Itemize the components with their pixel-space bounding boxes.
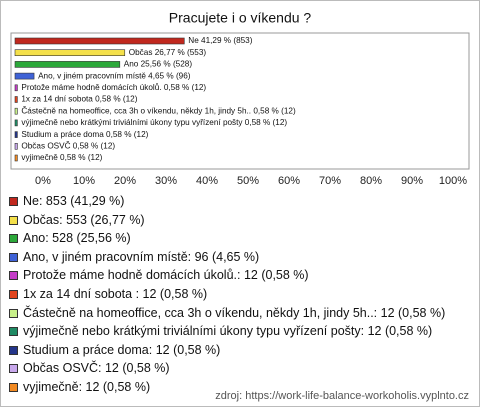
bar [14, 37, 185, 45]
legend-label: Občas: 553 (26,77 %) [23, 212, 145, 227]
bar [14, 61, 121, 68]
legend-item: Ano, v jiném pracovním místě: 96 (4,65 %… [9, 249, 471, 265]
legend-swatch [9, 271, 18, 281]
legend-swatch [9, 197, 18, 206]
bar [14, 49, 126, 57]
chart: Pracujete i o víkendu ? 0% 10% 20% 30% 40% 50… [10, 10, 470, 187]
value-label: Ano 25,56 % (528) [124, 60, 193, 69]
bar [14, 107, 18, 115]
legend-swatch [9, 215, 18, 225]
value-label: Studium a práce doma 0,58 % (12) [21, 130, 148, 139]
x-tick-label: 0% [35, 175, 51, 187]
x-tick-label: 60% [278, 175, 300, 187]
value-label: Občas OSVČ 0,58 % (12) [21, 140, 115, 150]
legend-label: Ano, v jiném pracovním místě: 96 (4,65 %… [23, 249, 260, 264]
legend-swatch [9, 345, 18, 355]
legend-label: Ne: 853 (41,29 %) [23, 194, 125, 208]
value-label: Protože máme hodně domácích úkolů. 0,58 … [21, 82, 206, 92]
legend-label: Studium a práce doma: 12 (0,58 %) [23, 342, 221, 357]
legend-item: vyjimečně: 12 (0,58 %) [9, 379, 471, 395]
legend-swatch [9, 327, 18, 337]
x-tick-label: 20% [114, 175, 136, 187]
legend: Ne: 853 (41,29 %) Občas: 553 (26,77 %) Ano… [9, 193, 471, 398]
legend-item: výjimečně nebo krátkými triviálními úkon… [9, 323, 471, 339]
value-label: Ne 41,29 % (853) [188, 36, 252, 45]
legend-item: 1x za 14 dní sobota : 12 (0,58 %) [9, 286, 471, 302]
bar [14, 131, 18, 138]
legend-label: Ano: 528 (25,56 %) [23, 231, 131, 246]
legend-item: Protože máme hodně domácích úkolů.: 12 (… [9, 267, 471, 283]
legend-label: vyjimečně: 12 (0,58 %) [23, 379, 151, 394]
bar [14, 119, 18, 127]
x-tick-label: 70% [319, 175, 341, 187]
plot-frame [10, 32, 470, 170]
legend-item: Občas: 553 (26,77 %) [9, 212, 471, 228]
x-tick-label: 40% [196, 175, 218, 187]
legend-item: Ano: 528 (25,56 %) [9, 230, 471, 246]
legend-label: Protože máme hodně domácích úkolů.: 12 (… [23, 268, 309, 283]
x-tick-label: 10% [73, 175, 95, 187]
source: zdroj: https://work-life-balance-workoho… [215, 390, 469, 402]
x-tick-label: 30% [155, 175, 177, 187]
legend-swatch [9, 382, 18, 392]
legend-label: výjimečně nebo krátkými triviálními úkon… [23, 324, 433, 339]
bar [14, 72, 35, 80]
value-label: Ano, v jiném pracovním místě 4,65 % (96) [38, 71, 191, 80]
bar [14, 143, 18, 150]
legend-item: Ne: 853 (41,29 %) [9, 193, 471, 209]
value-label: Částečně na homeoffice, cca 3h o víkendu… [21, 105, 296, 115]
value-label: 1x za 14 dní sobota 0,58 % (12) [21, 95, 137, 104]
legend-swatch [9, 252, 18, 262]
x-tick-label: 80% [360, 175, 382, 187]
bar [14, 84, 18, 92]
bar [14, 154, 18, 162]
x-tick-label: 50% [237, 175, 259, 187]
legend-label: 1x za 14 dní sobota : 12 (0,58 %) [23, 286, 208, 301]
legend-label: Částečně na homeoffice, cca 3h o víkendu… [23, 305, 446, 320]
value-label: výjimečně nebo krátkými triviálními úkon… [21, 118, 287, 127]
legend-swatch [9, 234, 18, 244]
chart-title: Pracujete i o víkendu ? [169, 10, 312, 26]
x-tick-label: 90% [401, 175, 423, 187]
legend-item: Částečně na homeoffice, cca 3h o víkendu… [9, 305, 471, 321]
legend-item: Občas OSVČ: 12 (0,58 %) [9, 360, 471, 376]
legend-swatch [9, 308, 18, 318]
value-label: vyjimečně 0,58 % (12) [21, 153, 102, 162]
x-tick-label: 100% [439, 175, 467, 187]
legend-swatch [9, 364, 18, 374]
value-label: Občas 26,77 % (553) [129, 48, 207, 57]
legend-label: Občas OSVČ: 12 (0,58 %) [23, 361, 170, 376]
legend-swatch [9, 289, 18, 299]
legend-item: Studium a práce doma: 12 (0,58 %) [9, 342, 471, 358]
bar [14, 96, 18, 103]
